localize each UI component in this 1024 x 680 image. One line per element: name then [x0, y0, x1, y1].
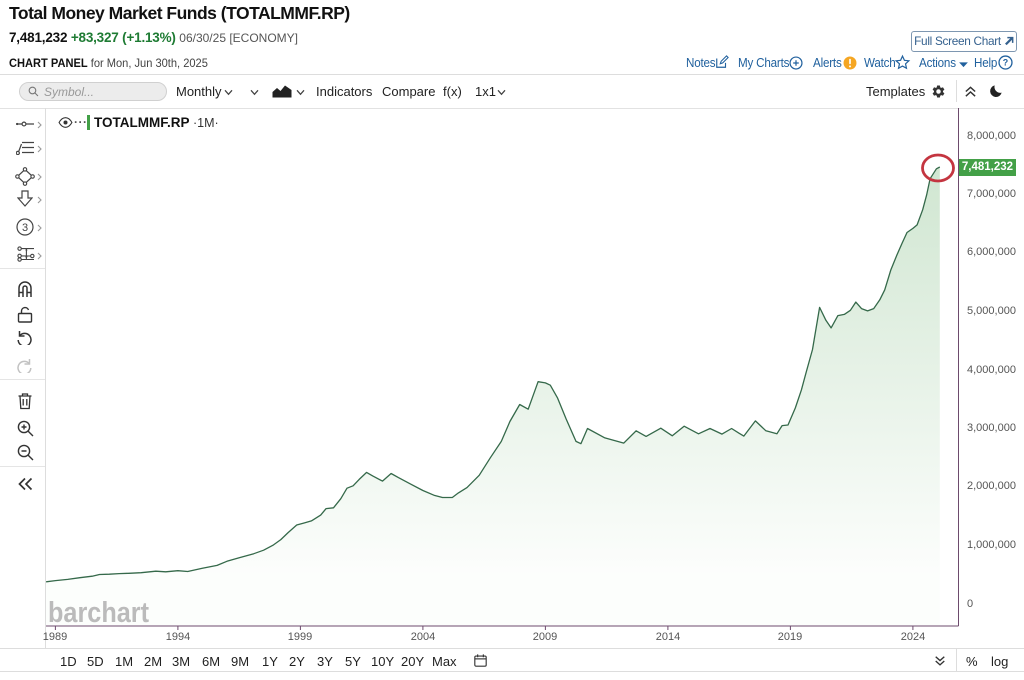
svg-text:?: ?: [1003, 58, 1008, 68]
svg-text:barchart: barchart: [48, 597, 149, 629]
svg-text:3: 3: [22, 222, 28, 234]
